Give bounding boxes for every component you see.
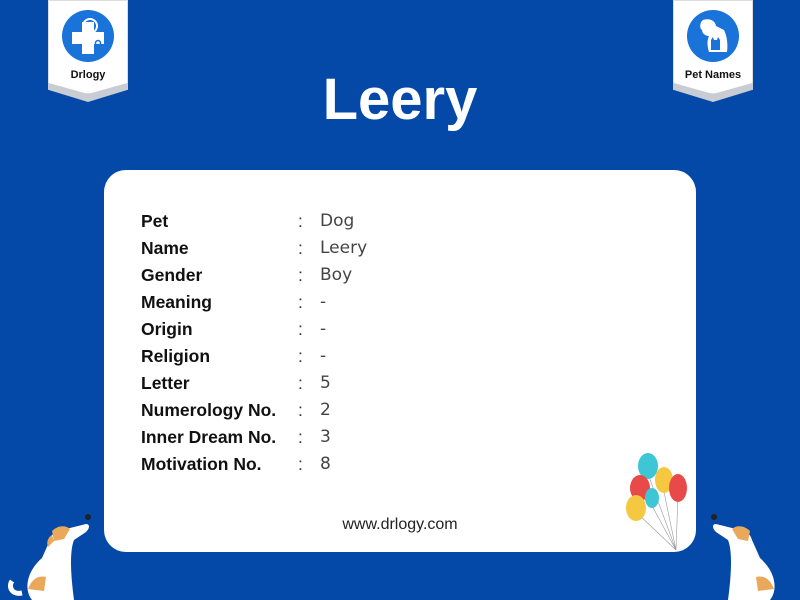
row-label: Origin bbox=[141, 319, 193, 339]
row-label: Religion bbox=[141, 346, 211, 366]
row-value: - bbox=[320, 292, 327, 312]
row-separator: : bbox=[298, 265, 303, 285]
row-separator: : bbox=[298, 427, 303, 447]
row-value: Leery bbox=[320, 238, 368, 258]
row-separator: : bbox=[298, 319, 303, 339]
row-label: Motivation No. bbox=[141, 454, 262, 474]
row-value: Dog bbox=[320, 211, 355, 231]
info-row: Gender: Boy bbox=[141, 262, 641, 289]
dog-cat-icon bbox=[687, 10, 739, 62]
info-row: Meaning: - bbox=[141, 289, 641, 316]
row-separator: : bbox=[298, 373, 303, 393]
row-label: Meaning bbox=[141, 292, 212, 312]
dog-illustration-left bbox=[7, 514, 91, 600]
drlogy-badge[interactable]: Drlogy bbox=[48, 0, 128, 102]
row-label: Letter bbox=[141, 373, 190, 393]
row-separator: : bbox=[298, 346, 303, 366]
row-separator: : bbox=[298, 211, 303, 231]
drlogy-label: Drlogy bbox=[70, 69, 106, 81]
row-label: Gender bbox=[141, 265, 203, 285]
info-row: Inner Dream No.:3 bbox=[141, 424, 641, 451]
info-row: Religion: - bbox=[141, 343, 641, 370]
row-value: 3 bbox=[320, 427, 331, 447]
info-row: Numerology No.:2 bbox=[141, 397, 641, 424]
row-label: Name bbox=[141, 238, 189, 258]
balloons-icon bbox=[626, 453, 687, 551]
row-value: - bbox=[320, 319, 327, 339]
info-row: Name: Leery bbox=[141, 235, 641, 262]
medical-cross-stethoscope-icon bbox=[62, 10, 114, 62]
info-row: Pet: Dog bbox=[141, 208, 641, 235]
info-row: Origin: - bbox=[141, 316, 641, 343]
row-value: 5 bbox=[320, 373, 331, 393]
pet-names-label: Pet Names bbox=[684, 69, 742, 81]
row-separator: : bbox=[298, 400, 303, 420]
row-label: Numerology No. bbox=[141, 400, 277, 420]
dog-illustration-right bbox=[711, 514, 775, 600]
row-value: Boy bbox=[320, 265, 353, 285]
info-card: www.drlogy.com Pet: Dog Name: Leery Gender: B… bbox=[104, 170, 696, 552]
row-value: 8 bbox=[320, 454, 331, 474]
row-separator: : bbox=[298, 238, 303, 258]
row-separator: : bbox=[298, 292, 303, 312]
row-separator: : bbox=[298, 454, 303, 474]
row-value: 2 bbox=[320, 400, 331, 420]
row-label: Inner Dream No. bbox=[141, 427, 277, 447]
row-value: - bbox=[320, 346, 327, 366]
pet-names-badge[interactable]: Pet Names bbox=[673, 0, 753, 102]
page-title: Leery bbox=[322, 67, 478, 132]
website-link[interactable]: www.drlogy.com bbox=[342, 516, 458, 533]
row-label: Pet bbox=[141, 211, 169, 231]
info-row: Motivation No.:8 bbox=[141, 451, 641, 478]
info-row: Letter:5 bbox=[141, 370, 641, 397]
